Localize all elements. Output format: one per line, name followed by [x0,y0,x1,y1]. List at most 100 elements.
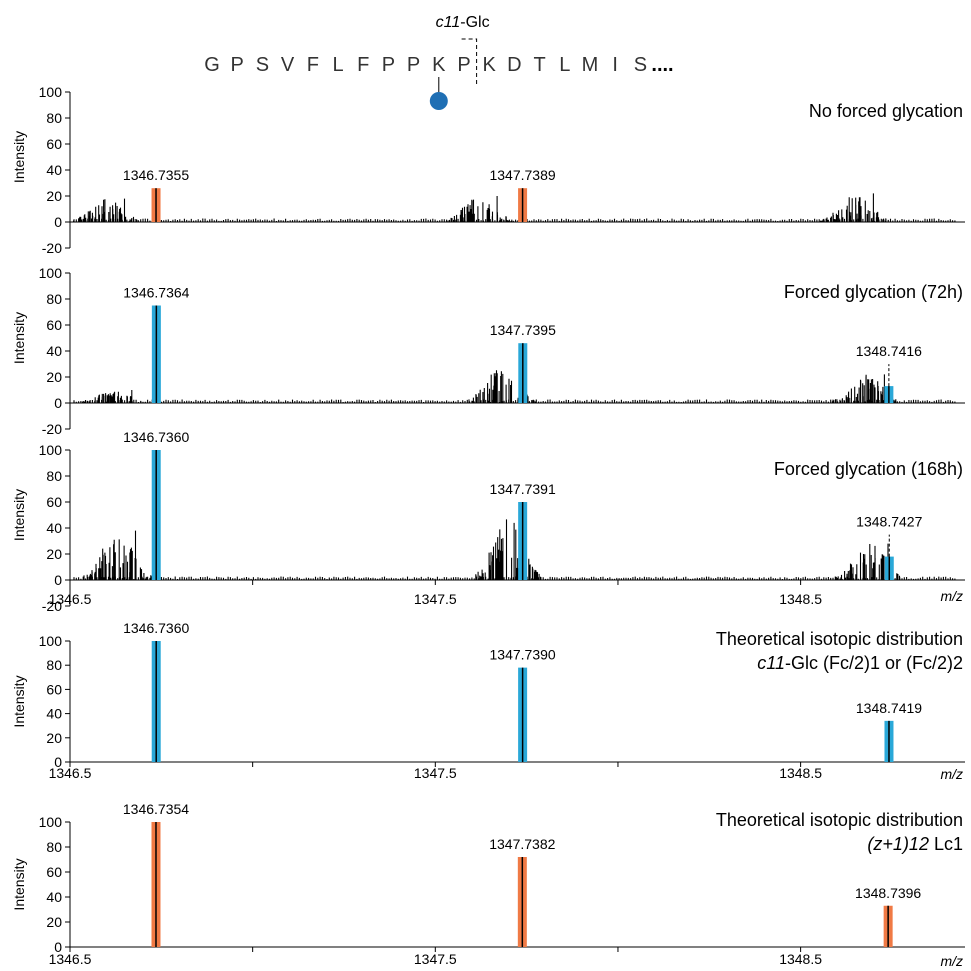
y-tick-label: 0 [54,754,62,770]
x-tick-label: 1348.5 [779,591,822,607]
peak-label: 1347.7390 [490,647,556,663]
panel-title: No forced glycation [809,101,963,121]
y-tick-label: -20 [42,421,62,437]
y-tick-label: 20 [46,369,62,385]
peak-label: 1346.7360 [123,620,189,636]
x-tick-label: 1346.5 [49,951,92,967]
y-tick-label: 40 [46,343,62,359]
noise-peaks [73,367,956,403]
noise-peaks [73,518,956,580]
y-tick-label: 0 [54,572,62,588]
x-tick-label: 1347.5 [414,591,457,607]
y-tick-label: 20 [46,914,62,930]
noise-peaks [73,193,956,222]
peak-label: 1348.7396 [855,885,921,901]
sequence-residue: P [231,54,244,76]
y-tick-label: 80 [46,291,62,307]
panel-subtitle: c11-Glc (Fc/2)1 or (Fc/2)2 [757,653,963,673]
sequence-residue: F [307,54,319,76]
y-tick-label: 80 [46,110,62,126]
y-tick-label: 20 [46,730,62,746]
y-tick-label: 40 [46,162,62,178]
peak-label: 1347.7391 [490,481,556,497]
x-axis-label: m/z [940,953,963,969]
sequence-residue: F [357,54,369,76]
peptide-sequence-header: G P S V F L F P P K P K D T L M I S ....c11-Glc [204,14,674,110]
peak-label: 1346.7360 [123,429,189,445]
x-axis-label: m/z [940,766,963,782]
panel-title: Theoretical isotopic distribution [716,629,963,649]
cleavage-marker [461,38,478,84]
y-tick-label: 100 [39,442,63,458]
y-tick-label: 0 [54,214,62,230]
y-tick-label: 60 [46,681,62,697]
y-tick-label: 100 [39,814,63,830]
peak-label: 1348.7416 [856,343,922,359]
panel-subtitle-rest: Lc1 [929,834,963,854]
y-tick-label: 60 [46,864,62,880]
y-tick-label: 80 [46,468,62,484]
panel-subtitle-italic: c11 [757,653,785,673]
x-tick-label: 1346.5 [49,765,92,781]
y-tick-label: 40 [46,706,62,722]
sequence-residue: I [612,54,618,76]
panel-title: Forced glycation (168h) [774,459,963,479]
sequence-residue: G [204,54,220,76]
sequence-residue: K [483,54,497,76]
sequence-residue: K [432,54,446,76]
y-tick-label: 20 [46,188,62,204]
cleavage-label: c11-Glc [436,14,490,31]
spectrum-panel-3: -20 0 20 40 60 80 100 Intensity 1346.5 1347.5 1348… [11,429,965,614]
peak-label: 1346.7364 [123,285,189,301]
sequence-residue: L [332,54,343,76]
y-tick-label: 100 [39,265,63,281]
y-tick-label: 20 [46,546,62,562]
y-tick-label: 100 [39,84,63,100]
sequence-residue: L [559,54,570,76]
x-tick-label: 1347.5 [414,765,457,781]
y-tick-label: 60 [46,136,62,152]
x-tick-label: 1346.5 [49,591,92,607]
x-tick-label: 1348.5 [779,765,822,781]
panel-subtitle: (z+1)12 Lc1 [867,834,963,854]
sequence-residue: D [507,54,521,76]
y-axis-label: Intensity [11,858,27,910]
panel-subtitle-rest: -Glc (Fc/2)1 or (Fc/2)2 [785,653,963,673]
panel-subtitle-italic: (z+1)12 [867,834,929,854]
y-tick-label: 100 [39,633,63,649]
peak-label: 1348.7427 [856,514,922,530]
cleavage-label-italic: c11 [436,14,461,31]
y-axis-label: Intensity [11,131,27,183]
x-axis-label: m/z [940,588,963,604]
peak-label: 1346.7354 [123,801,189,817]
y-tick-label: 60 [46,494,62,510]
spectrum-panel-1: -20 0 20 40 60 80 100 Intensity No forced glycat… [11,84,965,256]
peak-label: 1347.7389 [489,167,555,183]
sequence-residue: P [382,54,395,76]
sequence-residue: V [281,54,295,76]
spectra-panels: -20 0 20 40 60 80 100 Intensity No forced glycat… [11,84,965,969]
sequence-residue: M [582,54,599,76]
peak-label: 1348.7419 [856,700,922,716]
y-tick-label: -20 [42,598,62,614]
y-axis-label: Intensity [11,489,27,541]
y-tick-label: 40 [46,889,62,905]
sequence-ellipsis: .... [651,54,673,76]
spectrum-panel-4: 0 20 40 60 80 100 Intensity 1346.5 1347.5 1348.5 m… [11,620,965,782]
panel-title: Forced glycation (72h) [784,282,963,302]
x-tick-label: 1348.5 [779,951,822,967]
y-tick-label: 0 [54,939,62,955]
y-tick-label: 0 [54,395,62,411]
spectrum-panel-5: 0 20 40 60 80 100 Intensity 1346.5 1347.5 1348.5 m… [11,801,965,969]
x-tick-label: 1347.5 [414,951,457,967]
sequence-residue: S [634,54,647,76]
peak-label: 1347.7395 [490,322,556,338]
y-axis-label: Intensity [11,675,27,727]
cleavage-label-suffix: -Glc [460,14,489,31]
sequence-residue: S [256,54,269,76]
sequence-residue: P [457,54,470,76]
y-tick-label: 40 [46,520,62,536]
y-axis-label: Intensity [11,312,27,364]
sequence-residue: T [533,54,545,76]
